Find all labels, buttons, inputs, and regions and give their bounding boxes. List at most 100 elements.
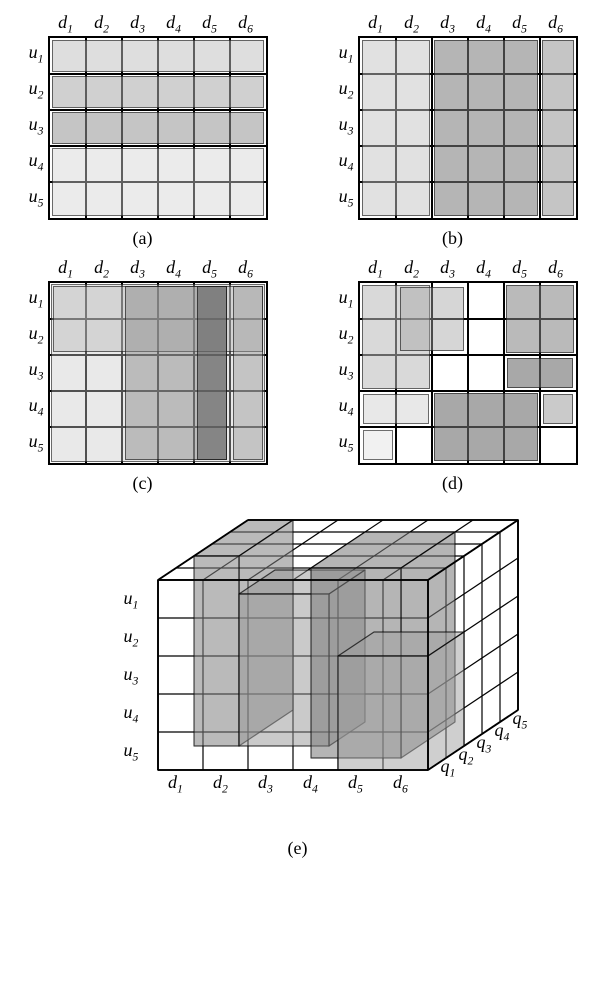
row-label: u1 (328, 281, 354, 317)
col-labels: d1d2d3d4d5d6 (358, 257, 574, 281)
col-labels: d1d2d3d4d5d6 (48, 257, 264, 281)
row-cd: d1d2d3d4d5d6u1u2u3u4u5(c) d1d2d3d4d5d6u1… (0, 255, 595, 494)
panel-b: d1d2d3d4d5d6u1u2u3u4u5(b) (328, 10, 578, 249)
cube-depth-label: q1 (441, 756, 456, 780)
cube-row-label: u2 (124, 626, 139, 650)
col-label: d1 (358, 12, 394, 36)
overlay-block (543, 394, 573, 424)
row-label: u1 (328, 36, 354, 72)
row-labels: u1u2u3u4u5 (328, 281, 354, 461)
overlay-block (52, 148, 264, 216)
col-label: d6 (228, 257, 264, 281)
col-labels: d1d2d3d4d5d6 (48, 12, 264, 36)
row-label: u1 (18, 36, 44, 72)
col-label: d5 (502, 12, 538, 36)
figure-page: d1d2d3d4d5d6u1u2u3u4u5(a) d1d2d3d4d5d6u1… (0, 0, 595, 885)
overlay-block (52, 76, 264, 108)
cube-col-label: d2 (213, 772, 228, 796)
cube-col-label: d5 (348, 772, 363, 796)
col-label: d4 (466, 12, 502, 36)
col-label: d4 (466, 257, 502, 281)
overlay-block (400, 287, 464, 351)
overlay-block (507, 358, 573, 388)
col-label: d4 (156, 12, 192, 36)
overlay-block (52, 112, 264, 144)
row-label: u4 (18, 144, 44, 180)
col-label: d1 (48, 12, 84, 36)
cube-wrap: u1u2u3u4u5d1d2d3d4d5d6q1q2q3q4q5 (78, 500, 518, 830)
panel-caption: (d) (442, 473, 463, 494)
row-label: u3 (18, 108, 44, 144)
row-labels: u1u2u3u4u5 (18, 281, 44, 461)
grid-2d (358, 36, 578, 220)
panel-caption: (b) (442, 228, 463, 249)
col-label: d3 (430, 257, 466, 281)
col-label: d2 (394, 12, 430, 36)
cube-row-label: u4 (124, 702, 139, 726)
row-label: u3 (328, 353, 354, 389)
cube-depth-label: q5 (513, 708, 528, 732)
col-labels: d1d2d3d4d5d6 (358, 12, 574, 36)
overlay-block (362, 40, 430, 216)
cube-row-label: u5 (124, 740, 139, 764)
cube-row-label: u3 (124, 664, 139, 688)
col-label: d1 (358, 257, 394, 281)
row-label: u3 (18, 353, 44, 389)
panel-caption: (a) (133, 228, 153, 249)
panel-caption: (e) (288, 838, 308, 859)
col-label: d2 (84, 12, 120, 36)
row-ab: d1d2d3d4d5d6u1u2u3u4u5(a) d1d2d3d4d5d6u1… (0, 10, 595, 249)
col-label: d6 (538, 12, 574, 36)
overlay-block (363, 430, 393, 460)
overlay-block (506, 285, 574, 353)
cube-depth-label: q3 (477, 732, 492, 756)
grid-2d (48, 36, 268, 220)
row-label: u1 (18, 281, 44, 317)
overlay-block (434, 40, 538, 216)
col-label: d1 (48, 257, 84, 281)
row-label: u5 (18, 180, 44, 216)
col-label: d2 (84, 257, 120, 281)
col-label: d5 (192, 12, 228, 36)
overlay-block (197, 286, 227, 460)
cube-col-label: d3 (258, 772, 273, 796)
col-label: d6 (228, 12, 264, 36)
row-label: u5 (328, 425, 354, 461)
grid-2d (358, 281, 578, 465)
grid-2d (48, 281, 268, 465)
panel-caption: (c) (133, 473, 153, 494)
col-label: d4 (156, 257, 192, 281)
col-label: d5 (502, 257, 538, 281)
row-e: u1 u2 u3 u4 u5 d1 d2 d3 d4 d5 d6 q1q2q3q4q5 (e) (0, 500, 595, 859)
overlay-block (52, 40, 264, 72)
row-label: u2 (18, 72, 44, 108)
col-label: d2 (394, 257, 430, 281)
cube-col-label: d4 (303, 772, 318, 796)
cube-depth-label: q4 (495, 720, 510, 744)
overlay-block (363, 394, 429, 424)
col-label: d3 (120, 257, 156, 281)
cube-col-label: d1 (168, 772, 183, 796)
panel-c: d1d2d3d4d5d6u1u2u3u4u5(c) (18, 255, 268, 494)
cube-col-label: d6 (393, 772, 408, 796)
overlay-block (542, 40, 574, 216)
col-label: d6 (538, 257, 574, 281)
cube-depth-label: q2 (459, 744, 474, 768)
row-label: u2 (328, 72, 354, 108)
row-label: u4 (328, 389, 354, 425)
row-label: u5 (18, 425, 44, 461)
row-labels: u1u2u3u4u5 (18, 36, 44, 216)
col-label: d5 (192, 257, 228, 281)
overlay-block (434, 393, 538, 461)
row-labels: u1u2u3u4u5 (328, 36, 354, 216)
col-label: d3 (430, 12, 466, 36)
col-label: d3 (120, 12, 156, 36)
row-label: u2 (328, 317, 354, 353)
row-label: u5 (328, 180, 354, 216)
panel-e: u1u2u3u4u5d1d2d3d4d5d6q1q2q3q4q5(e) (78, 500, 518, 859)
row-label: u4 (328, 144, 354, 180)
overlay-block (233, 286, 263, 460)
panel-d: d1d2d3d4d5d6u1u2u3u4u5(d) (328, 255, 578, 494)
row-label: u3 (328, 108, 354, 144)
cube-row-label: u1 (124, 588, 139, 612)
